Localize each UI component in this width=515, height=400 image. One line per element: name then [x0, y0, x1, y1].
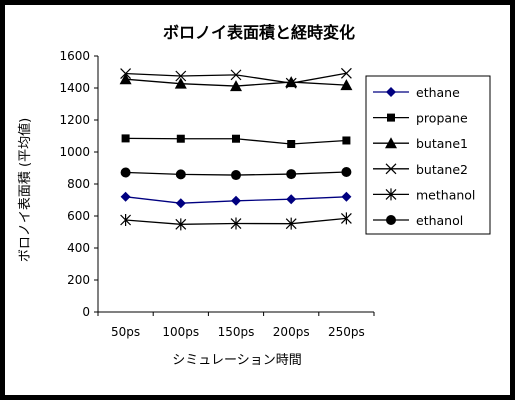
y-tick-label: 600	[67, 209, 90, 223]
x-axis: 50ps 100ps 150ps 200ps 250ps	[97, 311, 375, 339]
data-point-ethane	[120, 191, 131, 202]
legend-label: methanol	[416, 187, 475, 202]
legend-entry-methanol: methanol	[373, 187, 475, 202]
legend-marker	[385, 188, 397, 201]
series-propane	[121, 134, 351, 148]
series-methanol	[120, 212, 352, 231]
legend-marker	[385, 137, 397, 149]
x-tick-label: 250ps	[328, 325, 365, 339]
x-tick-label: 100ps	[162, 325, 199, 339]
data-point-butane2	[285, 77, 297, 89]
data-point-butane1	[340, 79, 353, 91]
series-butane2	[120, 67, 352, 89]
y-tick-label: 0	[82, 305, 90, 319]
data-point-butane1	[230, 80, 242, 92]
data-point-butane2	[340, 67, 352, 79]
y-axis: 0 200 400 600 800 1000 1200 1400 1600	[59, 49, 99, 319]
data-point-propane	[287, 140, 296, 148]
legend-label: butane1	[416, 136, 468, 151]
legend-entry-butane2: butane2	[373, 162, 468, 177]
data-point-ethanol	[341, 167, 352, 177]
data-point-ethanol	[231, 170, 241, 181]
legend-entry-propane: propane	[373, 111, 468, 126]
data-point-propane	[176, 134, 185, 143]
data-point-methanol	[175, 218, 187, 231]
x-tick-label: 200ps	[273, 325, 310, 339]
data-point-propane	[342, 136, 351, 145]
legend-label: ethane	[416, 85, 460, 100]
legend-entry-butane1: butane1	[373, 136, 468, 151]
y-tick-label: 200	[67, 273, 90, 287]
series-ethane	[120, 191, 352, 209]
x-tick-label: 50ps	[111, 325, 140, 339]
data-point-ethane	[341, 191, 352, 202]
data-point-methanol	[120, 214, 132, 226]
data-point-ethanol	[120, 167, 131, 178]
y-tick-label: 1000	[59, 145, 90, 159]
data-point-propane	[121, 134, 130, 143]
series-butane1	[119, 73, 353, 92]
legend-marker	[385, 163, 397, 175]
data-point-butane1	[285, 76, 298, 88]
series-ethanol	[120, 167, 352, 181]
data-point-ethane	[175, 198, 186, 209]
data-point-ethanol	[175, 169, 186, 180]
y-tick-label: 800	[67, 177, 90, 191]
legend-entry-ethane: ethane	[373, 85, 460, 100]
legend-marker	[386, 215, 396, 225]
legend-box	[365, 75, 491, 235]
plot-area	[119, 67, 353, 231]
legend: ethane propane butane1 butane2 methanol ethan…	[365, 75, 491, 235]
legend-label: propane	[416, 111, 468, 126]
data-point-ethanol	[286, 169, 297, 180]
x-axis-title: シミュレーション時間	[172, 353, 301, 368]
y-tick-label: 1200	[59, 113, 90, 127]
data-point-ethane	[231, 195, 241, 206]
data-point-butane1	[174, 77, 187, 89]
legend-label: ethanol	[416, 213, 463, 228]
data-point-butane1	[119, 73, 132, 85]
chart-title: ボロノイ表面積と経時変化	[163, 23, 355, 42]
y-tick-label: 1400	[59, 81, 90, 95]
legend-entry-ethanol: ethanol	[373, 213, 463, 228]
data-point-methanol	[230, 217, 242, 230]
data-point-butane2	[230, 69, 242, 81]
data-point-methanol	[340, 212, 352, 225]
legend-marker	[387, 113, 395, 122]
y-tick-label: 400	[67, 241, 90, 255]
data-point-butane2	[120, 68, 132, 80]
legend-label: butane2	[416, 162, 468, 177]
chart-frame: ボロノイ表面積と経時変化 0 200 400 600 800 1000 1200 1400 16…	[5, 5, 510, 395]
legend-marker	[386, 87, 396, 97]
line-chart: ボロノイ表面積と経時変化 0 200 400 600 800 1000 1200 1400 16…	[17, 23, 491, 368]
y-axis-title: ボロノイ表面積 (平均値)	[17, 118, 33, 262]
x-tick-label: 150ps	[218, 325, 255, 339]
data-point-methanol	[285, 217, 297, 230]
y-tick-label: 1600	[59, 49, 90, 63]
data-point-ethane	[286, 194, 297, 205]
data-point-butane2	[175, 70, 187, 82]
data-point-propane	[232, 134, 240, 143]
